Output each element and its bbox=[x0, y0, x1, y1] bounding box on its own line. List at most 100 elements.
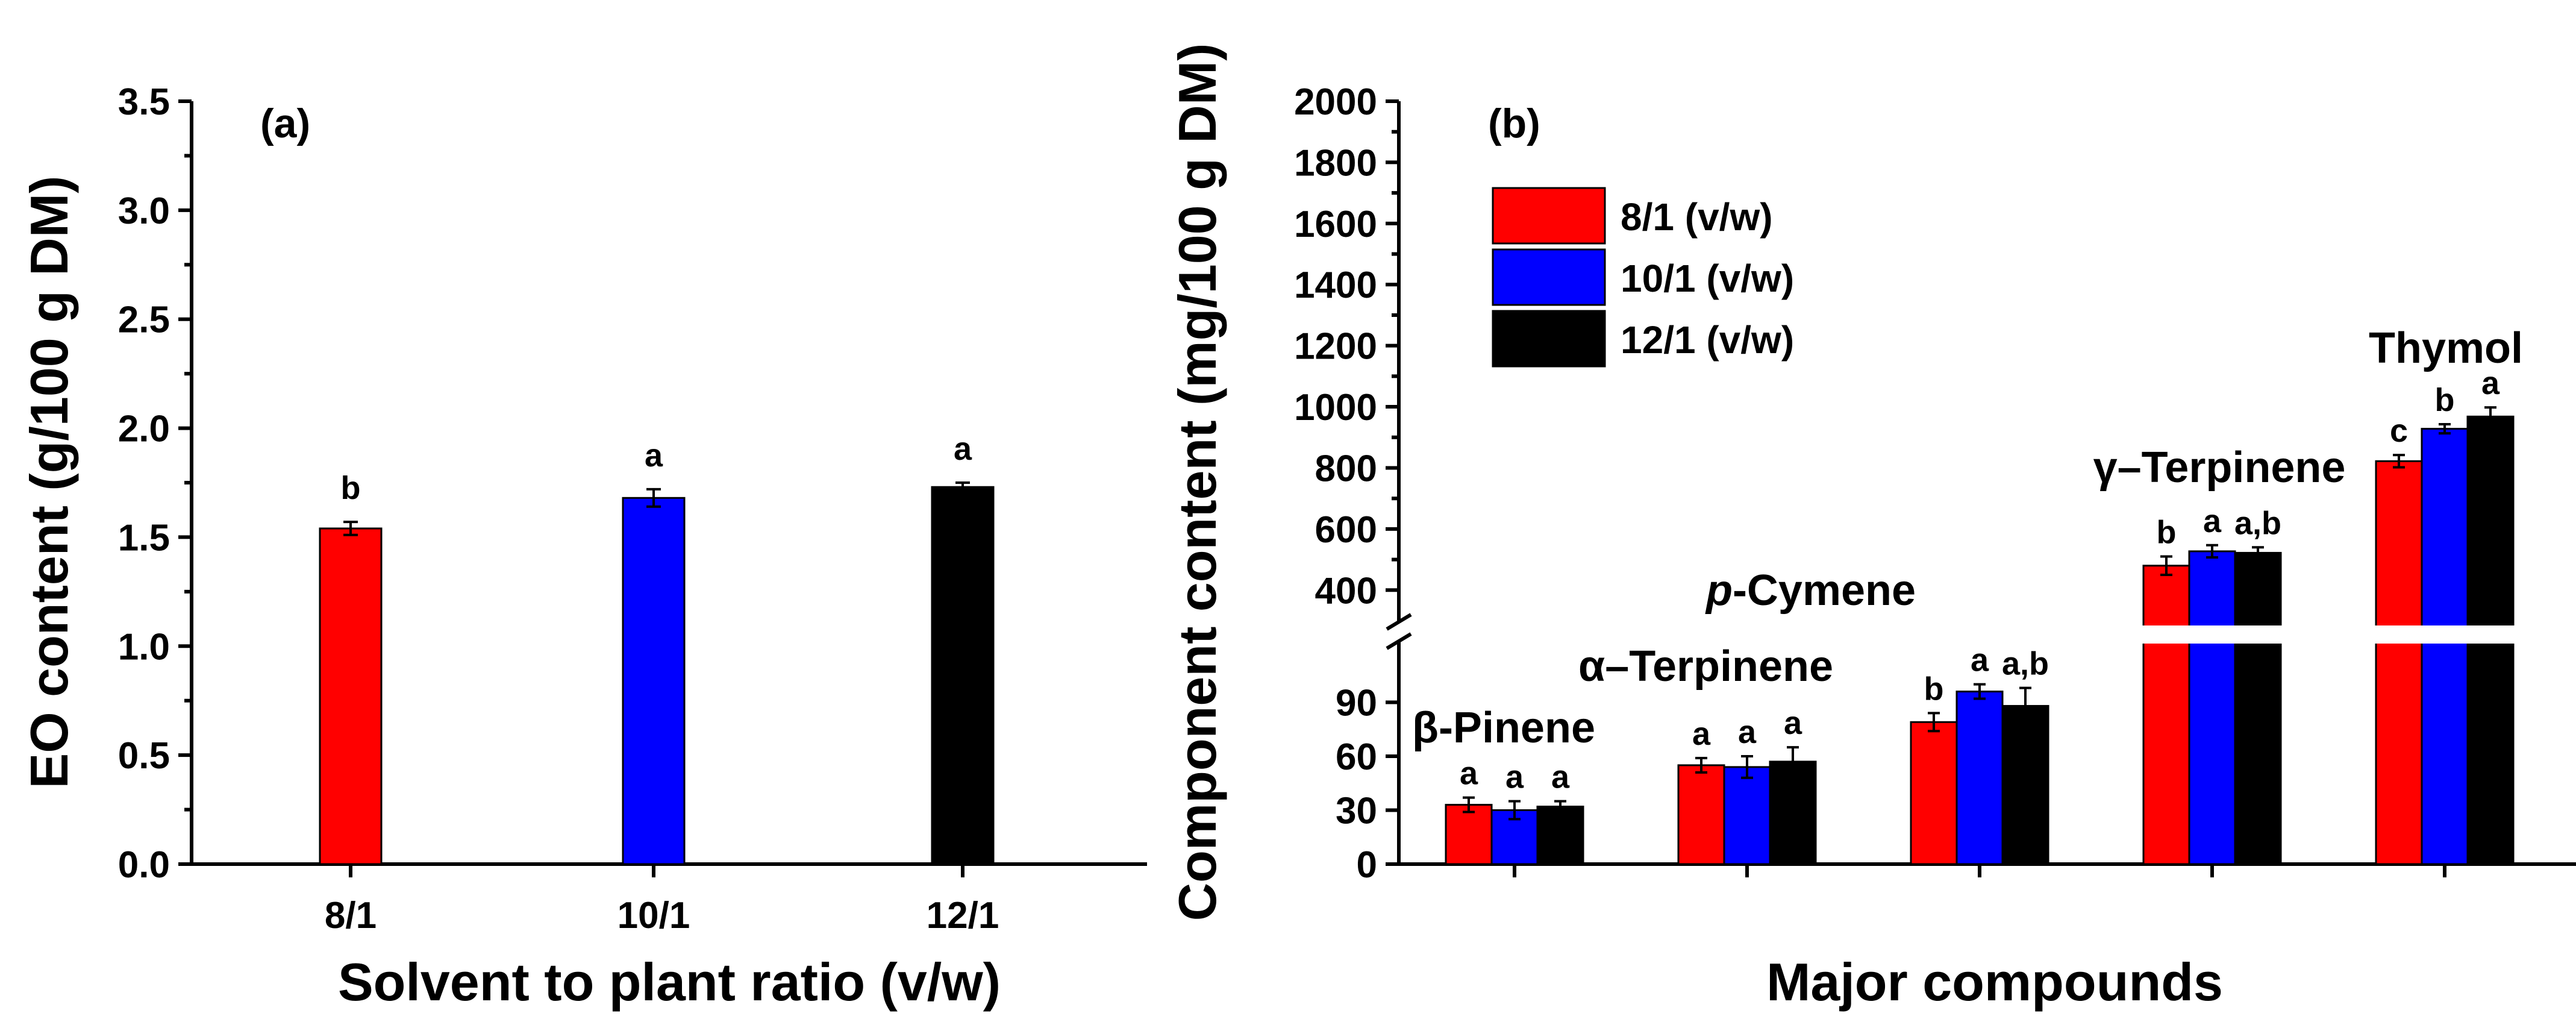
bar-p-Cymene-10-1 bbox=[1955, 691, 2004, 865]
panel-a-x-tick-label: 8/1 bbox=[325, 895, 377, 936]
panel-a-y-tick-label: 0.0 bbox=[118, 844, 170, 886]
error-bar bbox=[1554, 800, 1566, 813]
panel-b-y-tick-label: 2000 bbox=[1294, 81, 1377, 123]
error-bar bbox=[2160, 555, 2172, 576]
bar-β-Pinene-12-1 bbox=[1536, 806, 1584, 865]
error-bar bbox=[1928, 712, 1940, 733]
panel-b: (b) Major compounds Component content (m… bbox=[1168, 43, 2576, 1012]
panel-a-label: (a) bbox=[260, 101, 310, 146]
bar-12-1 bbox=[931, 486, 995, 865]
legend: 8/1 (v/w) 10/1 (v/w) 12/1 (v/w) bbox=[1492, 187, 1794, 368]
panel-a: (a) Solvent to plant ratio (v/w) EO cont… bbox=[19, 81, 1147, 1012]
panel-b-label: (b) bbox=[1488, 101, 1540, 146]
significance-letter: b bbox=[1924, 671, 1944, 707]
significance-letter: a bbox=[2203, 503, 2222, 539]
panel-a-ticks: 0.0 0.5 1.0 1.5 2.0 2.5 3.0 3.5 8/1 10/1 12/1 bbox=[118, 81, 999, 936]
panel-a-y-axis-label: EO content (g/100 g DM) bbox=[19, 176, 79, 789]
error-bar bbox=[2393, 454, 2405, 469]
legend-swatch bbox=[1492, 310, 1606, 368]
significance-letter: b bbox=[2435, 382, 2455, 418]
error-bar bbox=[2484, 406, 2496, 427]
panel-a-y-tick-label: 1.0 bbox=[118, 626, 170, 668]
panel-b-break-gap bbox=[2096, 625, 2576, 644]
panel-b-ticks: 0 30 60 90 400 600 800 1000 1200 1400 1600 1800 2000 bbox=[1294, 81, 2446, 886]
bar-8-1 bbox=[319, 527, 383, 865]
bar-p-Cymene-8-1 bbox=[1910, 721, 1958, 865]
compound-label-text: β-Pinene bbox=[1412, 704, 1595, 752]
compound-label: α–Terpinene bbox=[1578, 642, 1833, 691]
panel-b-y-tick-label: 1400 bbox=[1294, 265, 1377, 306]
bar-Thymol-10-1 bbox=[2421, 428, 2469, 865]
significance-letter: a bbox=[1971, 642, 1989, 679]
error-bar bbox=[2019, 686, 2031, 726]
bar-α–Terpinene-12-1 bbox=[1769, 760, 1817, 865]
compound-label: γ–Terpinene bbox=[2093, 444, 2346, 492]
significance-letter: a bbox=[2481, 365, 2500, 401]
panel-a-x-tick-label: 10/1 bbox=[617, 895, 690, 936]
panel-a-y-tick-label: 0.5 bbox=[118, 735, 170, 777]
error-bar bbox=[1787, 746, 1799, 777]
error-bar bbox=[955, 481, 970, 493]
break-gap bbox=[2096, 625, 2576, 644]
significance-letter: a bbox=[645, 437, 663, 474]
bar-γ–Terpinene-12-1 bbox=[2234, 551, 2282, 865]
panel-b-y-axis-label: Component content (mg/100 g DM) bbox=[1168, 43, 1227, 921]
compound-label: Thymol bbox=[2369, 324, 2523, 372]
error-bar bbox=[1463, 796, 1475, 813]
legend-swatch bbox=[1492, 248, 1606, 306]
compound-label-italic-prefix: p bbox=[1705, 566, 1733, 615]
significance-letter: a bbox=[1460, 756, 1478, 792]
significance-letter: a bbox=[1505, 759, 1524, 795]
panel-a-y-tick-label: 3.5 bbox=[118, 81, 170, 123]
panel-b-y-tick-label: 600 bbox=[1315, 509, 1377, 551]
panel-b-y-tick-label: 30 bbox=[1336, 791, 1377, 832]
panel-b-y-tick-label: 1600 bbox=[1294, 204, 1377, 245]
bar-Thymol-8-1 bbox=[2375, 460, 2423, 865]
error-bar bbox=[343, 521, 358, 536]
panel-b-y-tick-label: 0 bbox=[1357, 844, 1377, 886]
bar-α–Terpinene-10-1 bbox=[1723, 766, 1771, 865]
error-bar bbox=[646, 487, 661, 508]
compound-label: p-Cymene bbox=[1705, 566, 1916, 615]
panel-b-compound-labels: β-Pinene α–Terpinene p-Cymene γ–Terpinene Th… bbox=[1412, 324, 2523, 752]
panel-b-y-tick-label: 400 bbox=[1315, 570, 1377, 612]
panel-a-y-tick-label: 2.5 bbox=[118, 299, 170, 341]
bar-γ–Terpinene-10-1 bbox=[2188, 550, 2236, 865]
legend-label: 12/1 (v/w) bbox=[1621, 318, 1794, 362]
significance-letter: a bbox=[1784, 705, 1802, 741]
panel-b-y-tick-label: 60 bbox=[1336, 736, 1377, 778]
bar-α–Terpinene-8-1 bbox=[1677, 764, 1725, 865]
bar-γ–Terpinene-8-1 bbox=[2142, 565, 2190, 865]
significance-letter: b bbox=[2157, 515, 2177, 551]
significance-letter: a,b bbox=[2234, 505, 2281, 541]
panel-a-x-axis-label: Solvent to plant ratio (v/w) bbox=[338, 952, 1001, 1012]
significance-letter: b bbox=[341, 470, 361, 506]
error-bar bbox=[1508, 800, 1521, 821]
panel-b-y-tick-label: 1800 bbox=[1294, 142, 1377, 184]
bar-β-Pinene-8-1 bbox=[1445, 804, 1493, 865]
compound-label-text: -Cymene bbox=[1733, 566, 1916, 615]
compound-label: β-Pinene bbox=[1412, 704, 1595, 752]
significance-letter: a bbox=[1738, 714, 1757, 750]
panel-b-y-tick-label: 800 bbox=[1315, 448, 1377, 489]
panel-b-y-tick-label: 1200 bbox=[1294, 326, 1377, 368]
significance-letter: a bbox=[954, 431, 972, 467]
panel-a-y-tick-label: 2.0 bbox=[118, 409, 170, 450]
bar-10-1 bbox=[622, 497, 686, 865]
compound-label-text: γ–Terpinene bbox=[2093, 444, 2346, 492]
panel-b-axis-break-mark-upper bbox=[1386, 613, 1412, 631]
panel-b-y-tick-label: 90 bbox=[1336, 683, 1377, 724]
panel-b-x-axis-label: Major compounds bbox=[1766, 952, 2223, 1012]
panel-a-bars: b a a bbox=[319, 431, 995, 865]
compound-label-text: α–Terpinene bbox=[1578, 642, 1833, 691]
error-bar bbox=[1974, 683, 1986, 700]
panel-a-y-tick-label: 1.5 bbox=[118, 517, 170, 559]
significance-letter: a bbox=[1692, 716, 1711, 752]
error-bar bbox=[1741, 755, 1753, 779]
panel-a-y-tick-label: 3.0 bbox=[118, 190, 170, 232]
error-bar bbox=[2206, 544, 2218, 559]
error-bar bbox=[2439, 422, 2451, 435]
significance-letter: a,b bbox=[2002, 646, 2049, 682]
